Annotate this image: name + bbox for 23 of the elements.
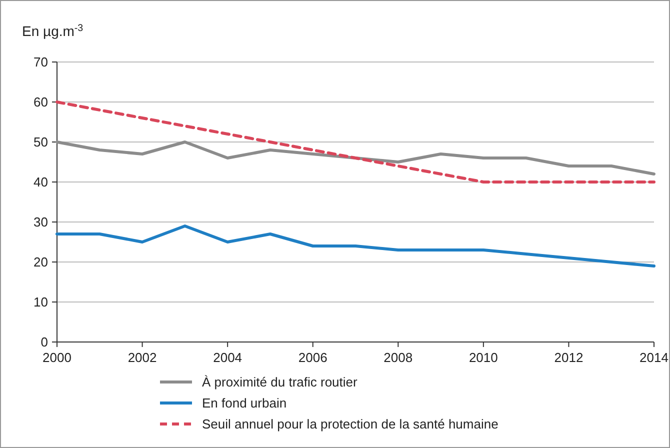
x-tick-label: 2006 <box>298 350 328 365</box>
x-tick-label: 2004 <box>213 350 242 365</box>
line-series <box>56 140 656 176</box>
legend-label: En fond urbain <box>202 396 287 411</box>
x-tick-label: 2014 <box>640 350 668 365</box>
x-tick-label: 2012 <box>554 350 584 365</box>
legend-label: Seuil annuel pour la protection de la santé humaine <box>202 416 498 432</box>
x-tick-label: 2008 <box>384 350 413 365</box>
legend-label: À proximité du trafic routier <box>202 374 358 390</box>
y-tick-label: 70 <box>34 54 48 70</box>
y-tick-label: 20 <box>34 254 48 270</box>
y-tick-label: 40 <box>34 174 48 190</box>
line-series <box>56 100 656 184</box>
y-tick-label: 30 <box>34 214 48 230</box>
line-series <box>56 224 656 268</box>
x-tick-label: 2000 <box>42 350 72 365</box>
y-tick-label: 50 <box>34 134 48 150</box>
y-tick-label: 60 <box>34 94 48 110</box>
y-tick-label: 0 <box>40 334 48 350</box>
y-axis-title: En µg.m$^{-3}$ <box>22 22 84 39</box>
y-tick-label: 10 <box>34 294 48 310</box>
x-tick-label: 2002 <box>128 350 157 365</box>
x-tick-label: 2010 <box>468 350 498 365</box>
